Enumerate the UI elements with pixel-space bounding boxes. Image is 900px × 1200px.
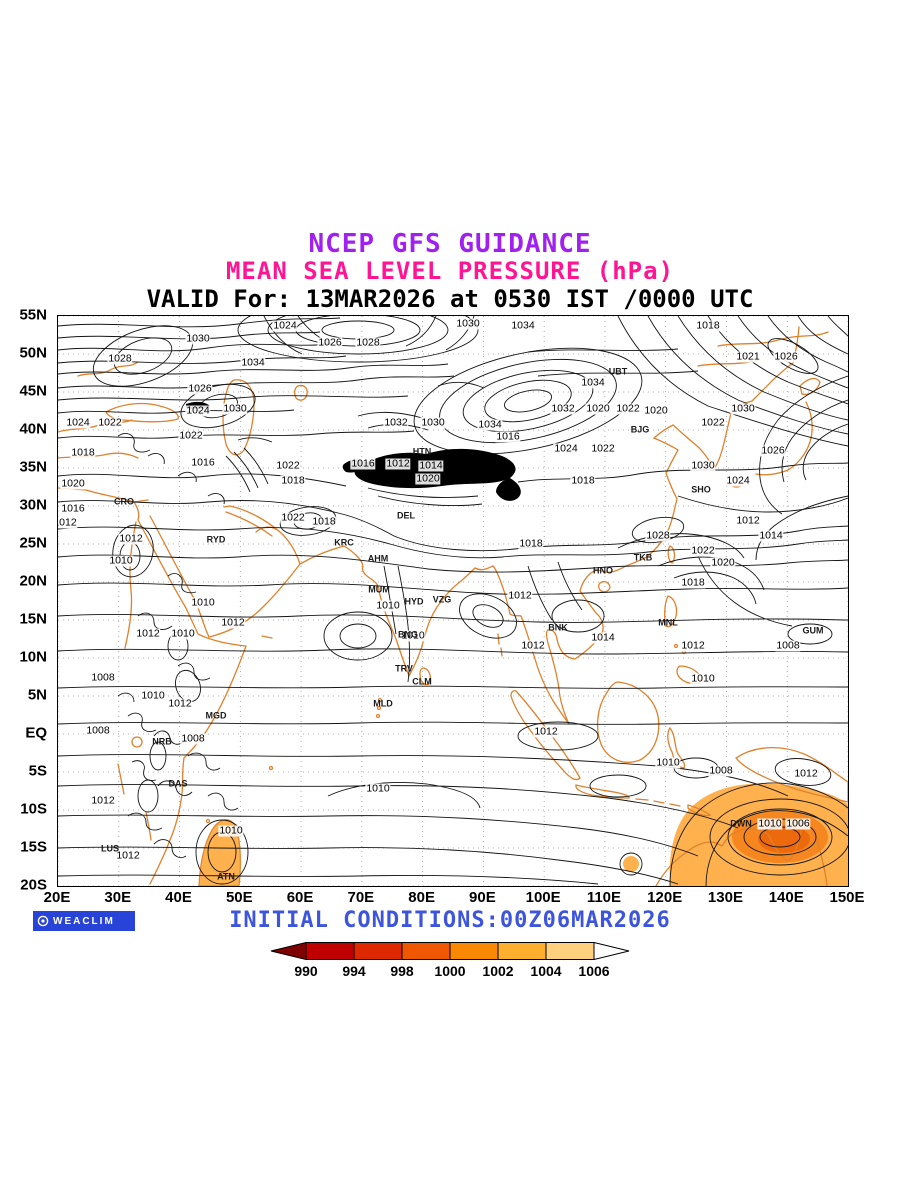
colorbar-value-label: 1006	[578, 963, 610, 979]
weaclim-logo-icon	[37, 915, 49, 927]
terrain-mask	[186, 401, 521, 501]
colorbar-value-label: 1000	[434, 963, 466, 979]
lon-tick-label: 60E	[286, 889, 314, 906]
lon-tick-label: 90E	[469, 889, 496, 906]
lon-tick-label: 70E	[347, 889, 375, 906]
lon-tick-label: 30E	[104, 889, 132, 906]
lat-tick-label: 5N	[27, 686, 47, 704]
lon-tick-label: 40E	[165, 889, 192, 906]
lon-tick-label: 100E	[525, 889, 561, 906]
lon-tick-label: 140E	[768, 889, 804, 906]
lon-tick-label: 50E	[225, 889, 253, 906]
chart-valid-time: VALID For: 13MAR2026 at 0530 IST /0000 U…	[146, 285, 754, 313]
colorbar-value-label: 990	[294, 963, 318, 979]
lat-tick-label: 30N	[19, 496, 47, 514]
lat-tick-label: 55N	[19, 306, 47, 324]
lat-tick-label: 45N	[19, 382, 47, 400]
chart-title-source: NCEP GFS GUIDANCE	[308, 229, 592, 259]
colorbar-graphic	[270, 941, 630, 961]
lon-tick-label: 120E	[647, 889, 683, 906]
longitude-axis: 20E 30E 40E 50E 60E 70E 80E 90E 100E 110E 120E 130E…	[44, 887, 865, 909]
low-pressure-shading	[198, 783, 848, 886]
lon-tick-label: 110E	[586, 889, 622, 906]
lat-tick-label: 50N	[19, 344, 47, 362]
lat-tick-label: 15S	[20, 838, 47, 856]
lon-tick-label: 20E	[43, 889, 71, 906]
lat-tick-label: 20S	[20, 876, 47, 894]
lat-tick-label: EQ	[25, 724, 47, 742]
lon-tick-label: 130E	[707, 889, 743, 906]
lat-tick-label: 25N	[19, 534, 47, 552]
chart-title-field: MEAN SEA LEVEL PRESSURE (hPa)	[225, 257, 675, 285]
colorbar-labels: 990 994 998 1000 1002 1004 1006	[270, 963, 630, 983]
lat-tick-label: 20N	[19, 572, 47, 590]
map-graphic	[58, 316, 848, 886]
colorbar-value-label: 1002	[482, 963, 514, 979]
pressure-colorbar: 990 994 998 1000 1002 1004 1006	[270, 941, 630, 986]
lon-tick-label: 80E	[408, 889, 435, 906]
lat-tick-label: 10S	[20, 800, 47, 818]
colorbar-value-label: 998	[390, 963, 414, 979]
latitude-axis: 55N 50N 45N 40N 35N 30N 25N 20N 15N 10N 5N EQ 5S 10S 1…	[0, 307, 53, 894]
colorbar-value-label: 1004	[530, 963, 562, 979]
weaclim-logo-text: WEACLIM	[53, 915, 115, 927]
lon-tick-label: 150E	[829, 889, 865, 906]
map-area: 1024102210181020101610121028103010241026…	[57, 315, 849, 887]
lat-tick-label: 40N	[19, 420, 47, 438]
lat-tick-label: 15N	[19, 610, 47, 628]
weaclim-logo: WEACLIM	[33, 911, 135, 931]
initial-conditions-text: INITIAL CONDITIONS:00Z06MAR2026	[229, 908, 671, 933]
lat-tick-label: 5S	[28, 762, 47, 780]
colorbar-value-label: 994	[342, 963, 366, 979]
lat-tick-label: 35N	[19, 458, 47, 476]
lat-tick-label: 10N	[19, 648, 47, 666]
